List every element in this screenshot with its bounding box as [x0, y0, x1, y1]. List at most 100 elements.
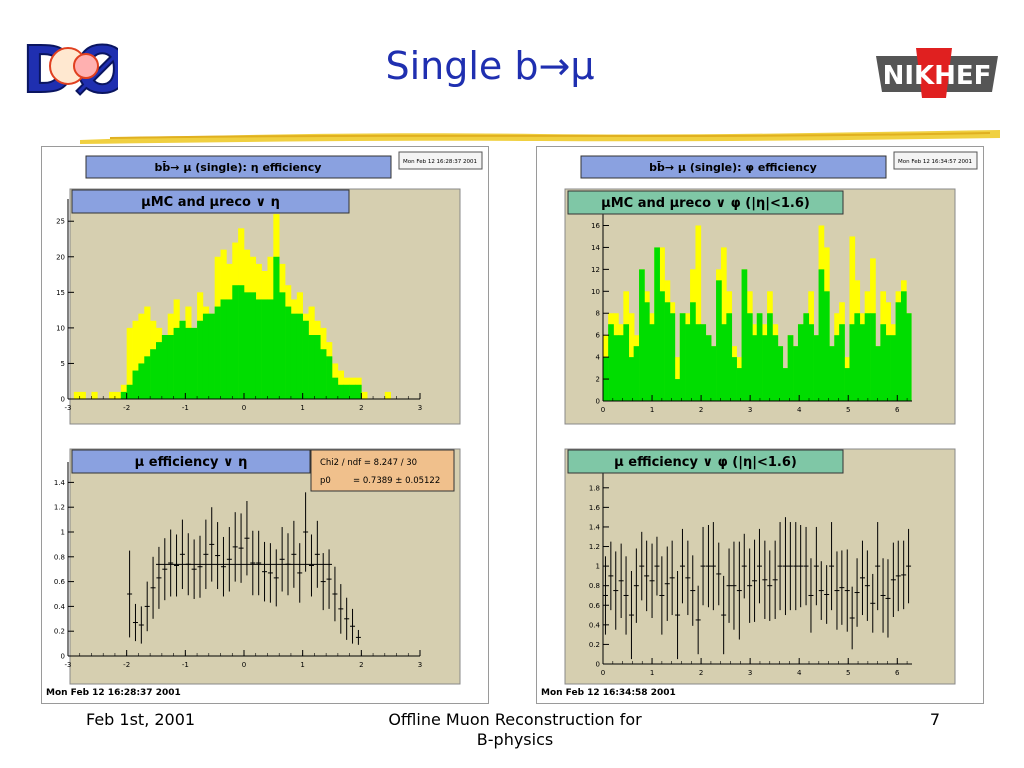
- y-tick-label: 12: [591, 266, 600, 274]
- x-tick-label: 1: [300, 404, 304, 412]
- reco-bar: [226, 299, 233, 399]
- x-tick-label: 6: [895, 406, 900, 414]
- reco-bar: [839, 324, 845, 401]
- y-tick-label: 2: [596, 376, 600, 384]
- footer-title-line2: B-physics: [476, 730, 554, 749]
- y-tick-label: 16: [591, 222, 600, 230]
- pad-title: μ efficiency ∨ η: [135, 455, 248, 470]
- y-tick-label: 0: [61, 653, 65, 661]
- reco-bar: [726, 313, 733, 401]
- y-tick-label: 0.6: [54, 578, 66, 586]
- y-tick-label: 0: [596, 661, 600, 669]
- reco-bar: [613, 335, 619, 401]
- y-tick-label: 0.6: [589, 602, 601, 610]
- reco-bar: [337, 384, 345, 399]
- reco-bar: [690, 302, 696, 401]
- reco-bar: [332, 377, 339, 399]
- slide-title: Single b→μ: [385, 44, 595, 88]
- efficiency-points: [127, 492, 361, 645]
- y-tick-label: 0: [61, 396, 65, 404]
- mc-bar: [849, 236, 856, 401]
- reco-bar: [751, 335, 758, 401]
- reco-bar: [120, 391, 127, 399]
- reco-bar: [659, 291, 665, 401]
- x-tick-label: 2: [699, 406, 703, 414]
- reco-bar: [895, 302, 902, 401]
- y-tick-label: 1.4: [54, 479, 66, 487]
- x-tick-label: 2: [359, 661, 363, 669]
- reco-bar: [756, 313, 763, 401]
- reco-bar: [905, 313, 912, 401]
- reco-bar: [710, 346, 717, 401]
- reco-bar: [797, 324, 804, 401]
- y-tick-label: 1: [61, 529, 65, 537]
- mc-bar: [91, 391, 98, 399]
- efficiency-points: [602, 517, 912, 660]
- reco-bar: [639, 269, 645, 401]
- pad-title-box: [71, 449, 311, 474]
- reco-histogram: [602, 247, 912, 401]
- x-tick-label: -1: [182, 661, 189, 669]
- y-tick-label: 0: [596, 398, 600, 406]
- x-tick-label: 0: [601, 669, 605, 677]
- reco-bar: [679, 313, 686, 401]
- x-tick-label: 3: [748, 406, 752, 414]
- pad-title: μ efficiency ∨ φ (|η|<1.6): [614, 455, 797, 470]
- canvas-header-title: bb̄→ μ (single): η efficiency: [155, 161, 322, 174]
- reco-bar: [654, 247, 660, 401]
- y-tick-label: 0.4: [589, 621, 601, 629]
- reco-bar: [255, 299, 262, 399]
- reco-bar: [132, 370, 139, 399]
- reco-bar: [197, 320, 204, 399]
- reco-bar: [705, 335, 712, 401]
- reco-bar: [818, 269, 825, 401]
- reco-bar: [261, 299, 268, 399]
- reco-bar: [618, 335, 625, 401]
- reco-bar: [674, 379, 681, 401]
- x-tick-label: 4: [797, 669, 802, 677]
- stats-p0-label: p0: [320, 476, 331, 486]
- canvas-eta: bb̄→ μ (single): η efficiency Mon Feb 12 …: [41, 146, 489, 704]
- reco-bar: [828, 346, 835, 401]
- y-tick-label: 20: [56, 253, 65, 261]
- reco-bar: [267, 299, 274, 399]
- reco-bar: [249, 292, 257, 399]
- y-tick-label: 6: [596, 332, 601, 340]
- reco-bar: [343, 384, 350, 399]
- reco-bar: [202, 313, 210, 399]
- reco-bar: [273, 256, 280, 399]
- reco-bar: [173, 327, 180, 399]
- mc-bar: [126, 327, 133, 399]
- y-tick-label: 15: [56, 289, 65, 297]
- reco-bar: [302, 320, 309, 399]
- y-tick-label: 14: [591, 244, 600, 252]
- reco-bar: [138, 363, 145, 399]
- nikhef-logo-text: NIKHEF: [883, 61, 992, 91]
- x-tick-label: 5: [846, 406, 850, 414]
- footer-title-line1: Offline Muon Reconstruction for: [388, 710, 642, 729]
- x-tick-label: -2: [123, 661, 130, 669]
- stats-chi2: Chi2 / ndf = 8.247 / 30: [320, 458, 417, 468]
- canvas-header-date: Mon Feb 12 16:34:57 2001: [898, 159, 972, 165]
- reco-bar: [191, 327, 198, 399]
- reco-bar: [880, 324, 887, 401]
- canvas-phi: bb̄→ μ (single): φ efficiency Mon Feb 12 …: [536, 146, 984, 704]
- reco-bar: [777, 346, 784, 401]
- x-tick-label: 2: [699, 669, 703, 677]
- mc-bar: [73, 391, 81, 399]
- y-tick-label: 1: [596, 563, 600, 571]
- reco-bar: [849, 324, 856, 401]
- reco-bar: [782, 368, 789, 401]
- x-tick-label: 3: [748, 669, 752, 677]
- reco-bar: [126, 384, 133, 399]
- y-tick-label: 0.2: [589, 641, 600, 649]
- reco-bar: [864, 313, 871, 401]
- footer-date: Feb 1st, 2001: [86, 710, 196, 729]
- reco-bar: [150, 349, 157, 399]
- reco-bar: [279, 292, 286, 399]
- reco-bar: [685, 324, 691, 401]
- reco-bar: [290, 313, 298, 399]
- footer-title: Offline Muon Reconstruction for B-physic…: [320, 710, 710, 750]
- x-tick-label: 3: [418, 404, 422, 412]
- reco-bar: [859, 324, 866, 401]
